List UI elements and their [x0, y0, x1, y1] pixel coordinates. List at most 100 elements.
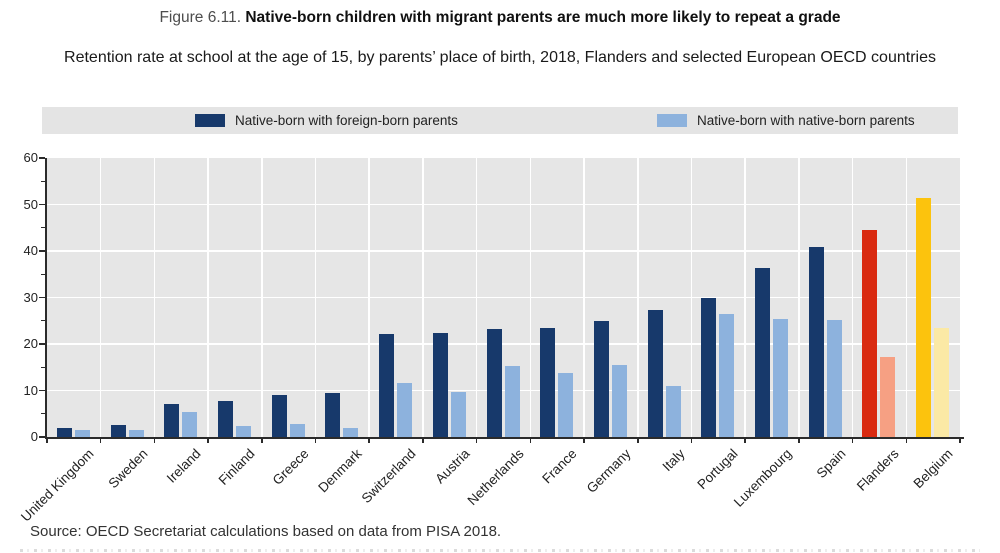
x-axis-label: Portugal: [694, 446, 741, 493]
bar-native-born-parents: [504, 366, 520, 437]
bar-foreign-born-parents: [486, 329, 502, 437]
v-gridline: [583, 158, 585, 437]
x-axis-label: Belgium: [910, 446, 956, 492]
bar-foreign-born-parents: [379, 333, 395, 437]
x-axis-tick: [744, 439, 746, 443]
x-axis-label: Germany: [583, 446, 634, 496]
bar-native-born-parents: [450, 391, 466, 437]
bar-native-born-parents: [74, 430, 90, 437]
bar-foreign-born-parents: [647, 310, 663, 437]
bar-native-born-parents: [719, 313, 735, 437]
y-axis-tick-label: 10: [23, 382, 38, 398]
bar-native-born-parents: [665, 386, 681, 437]
x-axis-tick: [261, 439, 263, 443]
x-axis-tick: [583, 439, 585, 443]
x-axis-label: Spain: [813, 446, 849, 482]
clipped-text-sliver: [20, 549, 980, 552]
y-axis-minor-tick: [41, 180, 45, 182]
y-axis-minor-tick: [41, 227, 45, 229]
y-axis-line: [45, 158, 47, 439]
bar-native-born-parents: [397, 383, 413, 437]
bar-native-born-parents: [128, 429, 144, 437]
bar-foreign-born-parents: [218, 401, 233, 437]
x-axis-tick: [959, 439, 961, 443]
y-axis-major-tick: [39, 343, 45, 345]
x-axis-tick: [475, 439, 478, 443]
legend-item-foreign-born-parents: Native-born with foreign-born parents: [195, 107, 458, 134]
bar-foreign-born-parents: [540, 328, 556, 437]
figure-title: Figure 6.11. Native-born children with m…: [0, 8, 1000, 28]
legend-label: Native-born with foreign-born parents: [235, 113, 458, 128]
h-gridline: [47, 389, 960, 392]
legend-item-native-born-parents: Native-born with native-born parents: [657, 107, 915, 134]
v-gridline: [905, 158, 908, 437]
v-gridline: [314, 158, 317, 437]
x-axis-tick: [637, 439, 639, 443]
v-gridline: [637, 158, 639, 437]
x-axis-tick: [314, 439, 317, 443]
v-gridline: [99, 158, 102, 437]
bar-foreign-born-parents: [164, 404, 180, 437]
bar-foreign-born-parents: [325, 392, 341, 437]
y-axis-minor-tick: [41, 366, 45, 368]
y-axis-tick-label: 50: [23, 196, 38, 212]
y-axis-minor-tick: [41, 413, 45, 415]
bar-native-born-parents: [773, 318, 788, 437]
bar-foreign-born-parents: [701, 298, 717, 437]
y-axis-minor-tick: [41, 320, 45, 322]
y-axis-major-tick: [39, 203, 45, 206]
x-axis-tick: [422, 439, 424, 443]
bar-native-born-parents: [236, 426, 251, 437]
x-axis-tick: [851, 439, 854, 443]
y-axis-major-tick: [39, 436, 45, 438]
bar-native-born-parents: [343, 428, 359, 437]
bar-foreign-born-parents: [110, 425, 126, 437]
bar-foreign-born-parents: [271, 395, 287, 437]
v-gridline: [422, 158, 424, 437]
v-gridline: [529, 158, 532, 437]
x-axis-label: Luxembourg: [730, 446, 795, 510]
legend-swatch-light-blue: [657, 114, 687, 127]
v-gridline: [851, 158, 854, 437]
x-axis-tick: [99, 439, 102, 443]
figure-subtitle: Retention rate at school at the age of 1…: [64, 49, 936, 66]
x-axis-tick: [46, 439, 48, 443]
y-axis-minor-tick: [41, 273, 45, 275]
bar-foreign-born-parents: [916, 197, 932, 437]
legend-swatch-dark-blue: [195, 114, 225, 127]
x-axis-tick: [153, 439, 156, 443]
x-axis-label: Italy: [659, 446, 688, 475]
plot-area: [47, 158, 960, 437]
x-axis-tick: [368, 439, 370, 443]
figure-number: Figure 6.11.: [159, 9, 242, 26]
bar-foreign-born-parents: [432, 332, 448, 437]
v-gridline: [153, 158, 156, 437]
y-axis-major-tick: [39, 389, 45, 392]
bar-native-born-parents: [611, 365, 627, 437]
h-gridline: [47, 203, 960, 206]
bar-foreign-born-parents: [593, 321, 609, 437]
bar-native-born-parents: [880, 357, 896, 437]
h-gridline: [47, 296, 960, 299]
v-gridline: [798, 158, 800, 437]
bar-native-born-parents: [934, 328, 950, 437]
v-gridline: [690, 158, 693, 437]
y-axis-tick-label: 0: [30, 429, 38, 444]
bar-foreign-born-parents: [755, 267, 770, 437]
legend-label: Native-born with native-born parents: [697, 113, 915, 128]
bar-native-born-parents: [558, 373, 574, 437]
x-axis-tick: [798, 439, 800, 443]
h-gridline: [47, 250, 960, 252]
bar-native-born-parents: [182, 411, 198, 437]
x-axis-tick: [207, 439, 209, 443]
y-axis-major-tick: [39, 157, 45, 159]
v-gridline: [368, 158, 370, 437]
chart-legend: Native-born with foreign-born parents Na…: [42, 107, 958, 134]
bar-native-born-parents: [826, 320, 842, 437]
figure-title-text: Native-born children with migrant parent…: [245, 9, 841, 26]
x-axis-line: [45, 437, 964, 439]
x-axis-tick: [690, 439, 693, 443]
v-gridline: [261, 158, 263, 437]
